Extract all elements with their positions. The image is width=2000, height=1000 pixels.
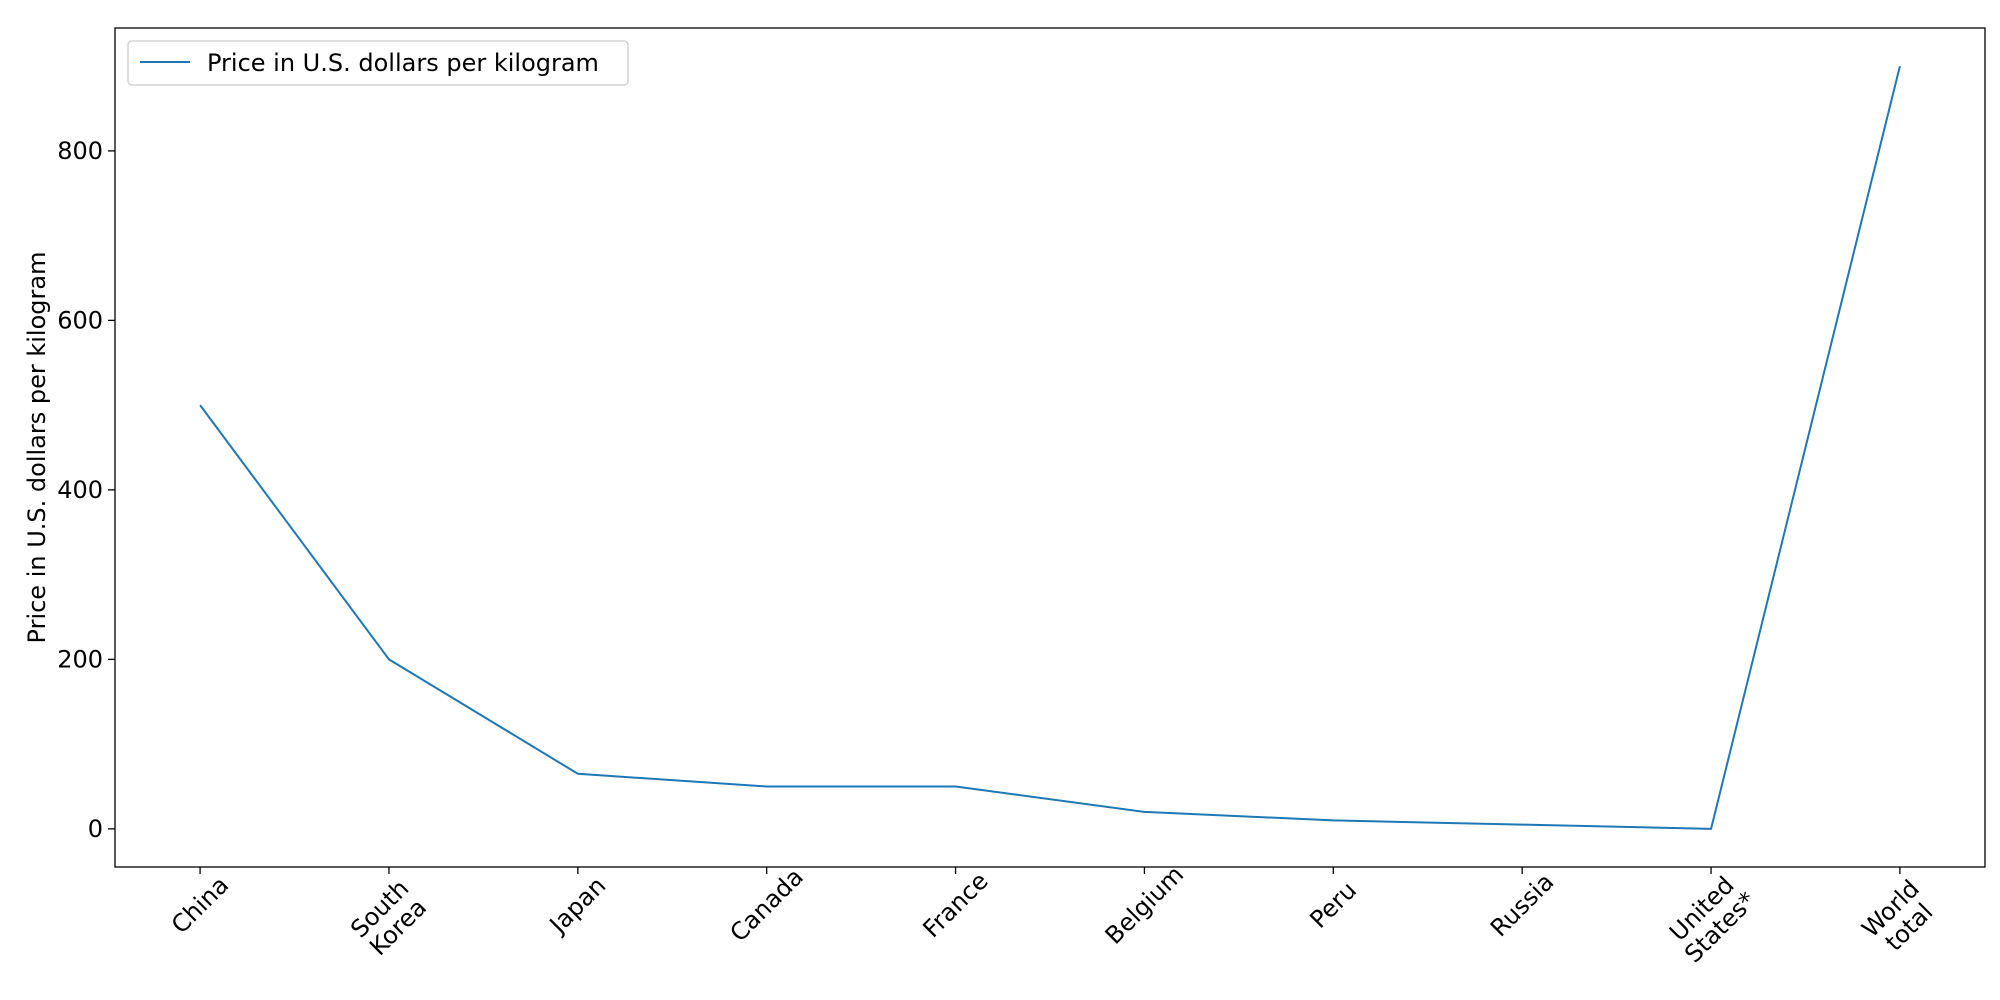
x-tick-label: UnitedStates*	[1661, 868, 1761, 968]
x-axis-ticks: China SouthKorea Japan Canada France Belgium P…	[166, 860, 1944, 968]
x-tick-label-line: France	[917, 867, 993, 943]
legend-box	[127, 40, 629, 86]
plot-frame	[114, 27, 1986, 868]
x-tick-label: SouthKorea	[345, 874, 433, 962]
series-line	[199, 65, 1901, 830]
legend: Price in U.S. dollars per kilogram	[127, 40, 629, 86]
x-tick-label-line: Peru	[1305, 876, 1363, 934]
series-lines	[199, 65, 1901, 830]
x-tick-label: Russia	[1485, 868, 1559, 942]
y-axis-ticks: 0 200 400 600 800	[57, 137, 115, 843]
y-tick-label: 200	[57, 645, 103, 673]
x-tick-label-line: Japan	[543, 871, 612, 940]
x-tick-label: China	[166, 871, 234, 939]
x-tick-label-line: Russia	[1485, 868, 1559, 942]
y-axis-label: Price in U.S. dollars per kilogram	[23, 252, 51, 644]
x-tick-label: Peru	[1305, 876, 1363, 934]
x-tick-label: Worldtotal	[1857, 875, 1944, 962]
y-tick-label: 0	[88, 815, 103, 843]
y-tick-label: 400	[57, 476, 103, 504]
x-tick-label: Canada	[725, 863, 809, 947]
x-tick-label-line: China	[166, 871, 234, 939]
x-tick-label: France	[917, 867, 993, 943]
legend-entry-label: Price in U.S. dollars per kilogram	[207, 49, 599, 77]
x-tick-label-line: Canada	[725, 863, 809, 947]
x-tick-label: Japan	[543, 871, 612, 940]
y-tick-label: 600	[57, 306, 103, 334]
y-tick-label: 800	[57, 137, 103, 165]
